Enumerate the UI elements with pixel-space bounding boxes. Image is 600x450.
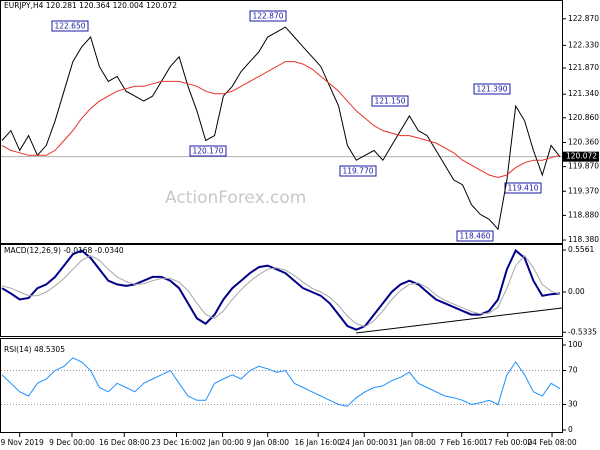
series-line: [1, 254, 561, 328]
y-tick-label: 121.870: [568, 63, 599, 72]
price-annotation: 119.410: [507, 184, 538, 193]
y-tick-label: 120.360: [568, 137, 599, 146]
y-tick-label: 0.5561: [568, 245, 594, 254]
y-tick-label: 120.860: [568, 113, 599, 122]
last-price-box: [563, 151, 599, 162]
price-annotation-box: [371, 95, 409, 107]
last-price-label: 120.072: [566, 152, 597, 161]
panel-title: RSI(14) 48.5305: [4, 345, 65, 354]
price-annotation: 122.650: [54, 22, 85, 31]
rsi-panel: [0, 338, 563, 433]
y-tick-label: -0.5335: [568, 327, 597, 336]
y-tick-label: 122.330: [568, 40, 599, 49]
price-annotation: 121.390: [476, 85, 507, 94]
x-tick-label: 24 Jan 00:00: [341, 438, 389, 447]
x-tick-label: 16 Jan 16:00: [294, 438, 342, 447]
x-tick-label: 9 Dec 00:00: [49, 438, 95, 447]
price-annotation: 120.170: [192, 147, 223, 156]
x-tick-label: 31 Jan 08:00: [388, 438, 436, 447]
price-annotation-box: [189, 145, 227, 157]
price-annotation: 119.770: [342, 167, 373, 176]
price-annotation-box: [249, 10, 287, 22]
y-tick-label: 0: [568, 425, 573, 434]
y-tick-label: 0.00: [568, 287, 585, 296]
panel-title: EURJPY,H4 120.281 120.364 120.004 120.07…: [4, 1, 177, 10]
x-tick-label: 7 Feb 16:00: [439, 438, 484, 447]
watermark: ActionForex.com: [165, 188, 306, 208]
price-annotation: 121.150: [374, 97, 405, 106]
series-line: [1, 357, 561, 407]
y-tick-label: 118.880: [568, 210, 599, 219]
x-tick-label: 23 Dec 16:00: [151, 438, 202, 447]
y-tick-label: 100: [568, 340, 583, 349]
y-tick-label: 121.340: [568, 89, 599, 98]
price-panel: [0, 0, 563, 244]
price-annotation-box: [51, 20, 89, 32]
panel-title: MACD(12,26,9) -0.0168 -0.0340: [4, 246, 124, 255]
trend-line: [355, 307, 563, 334]
y-tick-label: 119.870: [568, 162, 599, 171]
y-tick-label: 30: [568, 400, 578, 409]
series-line: [1, 248, 561, 331]
x-tick-label: 16 Dec 08:00: [99, 438, 150, 447]
price-annotation-box: [456, 230, 494, 242]
x-tick-label: 24 Feb 08:00: [527, 438, 576, 447]
y-tick-label: 122.870: [568, 14, 599, 23]
y-tick-label: 70: [568, 366, 578, 375]
series-line: [1, 61, 561, 179]
x-tick-label: 2 Jan 00:00: [201, 438, 244, 447]
price-annotation: 122.870: [252, 12, 283, 21]
price-annotation-box: [339, 165, 377, 177]
x-tick-label: 29 Nov 2019: [0, 438, 44, 447]
x-tick-label: 9 Jan 08:00: [246, 438, 289, 447]
series-line: [1, 26, 561, 231]
macd-panel: [0, 244, 563, 337]
y-tick-label: 119.370: [568, 186, 599, 195]
y-tick-label: 118.380: [568, 235, 599, 244]
price-annotation-box: [473, 83, 511, 95]
x-tick-label: 17 Feb 00:00: [483, 438, 532, 447]
price-annotation: 118.460: [459, 232, 490, 241]
